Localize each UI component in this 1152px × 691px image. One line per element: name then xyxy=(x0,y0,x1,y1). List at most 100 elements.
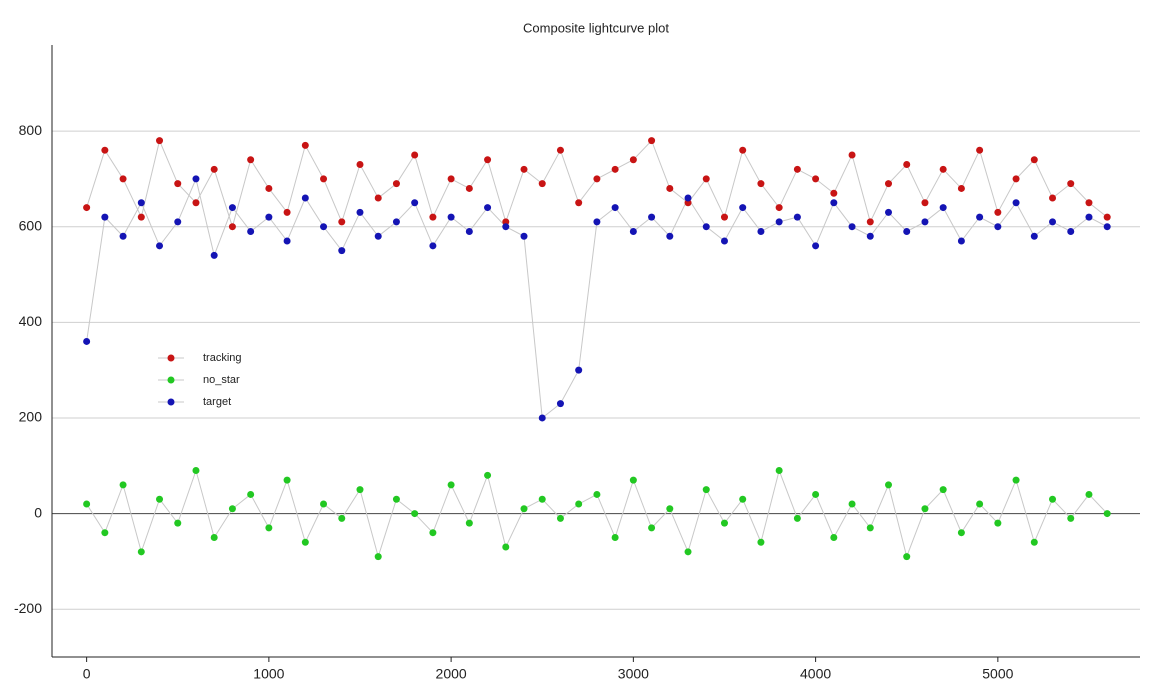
x-tick-label: 1000 xyxy=(253,666,284,682)
point xyxy=(593,218,601,226)
point xyxy=(301,538,309,546)
point xyxy=(848,500,856,508)
point xyxy=(593,490,601,498)
point xyxy=(484,204,492,212)
point xyxy=(429,213,437,221)
point xyxy=(538,180,546,188)
point xyxy=(411,510,419,518)
point xyxy=(994,208,1002,216)
point xyxy=(684,194,692,202)
point xyxy=(921,505,929,513)
point xyxy=(611,165,619,173)
point xyxy=(775,218,783,226)
point xyxy=(228,223,236,231)
point xyxy=(684,199,692,207)
point xyxy=(502,218,510,226)
point xyxy=(611,533,619,541)
point xyxy=(629,476,637,484)
point xyxy=(885,180,893,188)
point xyxy=(392,180,400,188)
point xyxy=(338,514,346,522)
point xyxy=(101,146,109,154)
point xyxy=(976,213,984,221)
point xyxy=(903,227,911,235)
point xyxy=(556,514,564,522)
point xyxy=(83,500,91,508)
point xyxy=(338,218,346,226)
series-line xyxy=(86,139,1108,229)
point xyxy=(702,223,710,231)
y-tick-label: 600 xyxy=(19,217,43,233)
point xyxy=(338,247,346,255)
point xyxy=(1103,213,1111,221)
point xyxy=(247,227,255,235)
point xyxy=(720,519,728,527)
point xyxy=(119,232,127,240)
point xyxy=(994,519,1002,527)
point xyxy=(320,175,328,183)
point xyxy=(265,184,273,192)
point xyxy=(1103,510,1111,518)
point xyxy=(465,227,473,235)
point xyxy=(720,237,728,245)
point xyxy=(301,141,309,149)
point xyxy=(720,213,728,221)
point xyxy=(702,175,710,183)
point xyxy=(556,400,564,408)
legend-label: tracking xyxy=(203,352,242,364)
point xyxy=(465,519,473,527)
point xyxy=(648,137,656,145)
y-tick-label: 800 xyxy=(19,122,43,138)
point xyxy=(392,218,400,226)
point xyxy=(247,490,255,498)
point xyxy=(629,156,637,164)
point xyxy=(484,471,492,479)
point xyxy=(757,227,765,235)
point xyxy=(848,223,856,231)
point xyxy=(137,213,145,221)
point xyxy=(192,175,200,183)
y-tick-label: -200 xyxy=(14,600,42,616)
point xyxy=(739,204,747,212)
point xyxy=(1049,194,1057,202)
point xyxy=(775,467,783,475)
point xyxy=(447,175,455,183)
point xyxy=(921,199,929,207)
point xyxy=(174,180,182,188)
point xyxy=(156,242,164,250)
point xyxy=(648,213,656,221)
point xyxy=(830,189,838,197)
point xyxy=(939,486,947,494)
point xyxy=(1103,223,1111,231)
point xyxy=(976,146,984,154)
point xyxy=(374,194,382,202)
point xyxy=(1085,199,1093,207)
point xyxy=(793,514,801,522)
point xyxy=(411,199,419,207)
legend-label: no_star xyxy=(203,374,240,386)
point xyxy=(1067,227,1075,235)
point xyxy=(1030,156,1038,164)
legend-marker xyxy=(167,354,175,362)
point xyxy=(356,161,364,169)
point xyxy=(1012,175,1020,183)
point xyxy=(702,486,710,494)
point xyxy=(83,204,91,212)
point xyxy=(228,505,236,513)
y-tick-label: 200 xyxy=(19,409,43,425)
point xyxy=(429,242,437,250)
x-tick-label: 2000 xyxy=(436,666,467,682)
point xyxy=(866,218,874,226)
point xyxy=(374,232,382,240)
point xyxy=(994,223,1002,231)
point xyxy=(538,414,546,422)
point xyxy=(265,524,273,532)
point xyxy=(265,213,273,221)
point xyxy=(192,199,200,207)
point xyxy=(1067,180,1075,188)
point xyxy=(957,237,965,245)
point xyxy=(666,184,674,192)
point xyxy=(174,218,182,226)
point xyxy=(484,156,492,164)
